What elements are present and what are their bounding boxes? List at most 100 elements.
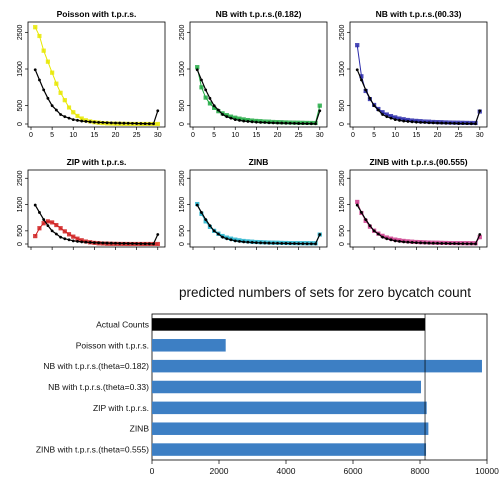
data-point bbox=[360, 211, 363, 214]
data-point bbox=[267, 241, 271, 245]
bar-category-label: NB with t.p.r.s.(theta=0.33) bbox=[48, 382, 149, 392]
data-point bbox=[259, 241, 263, 245]
data-point bbox=[105, 121, 109, 125]
data-point bbox=[66, 105, 72, 110]
data-point bbox=[393, 239, 397, 243]
data-point bbox=[84, 240, 88, 244]
data-point bbox=[212, 229, 216, 233]
data-point bbox=[271, 241, 275, 245]
data-point bbox=[50, 220, 55, 225]
y-tick-label: 2500 bbox=[179, 170, 186, 186]
x-tick-label: 6000 bbox=[344, 466, 363, 476]
data-point bbox=[444, 242, 448, 245]
data-point bbox=[293, 242, 296, 245]
data-point bbox=[225, 237, 229, 241]
data-point bbox=[233, 118, 237, 121]
x-tick-label: 0 bbox=[29, 132, 33, 139]
x-tick-label: 2000 bbox=[210, 466, 229, 476]
data-point bbox=[423, 121, 427, 124]
data-point bbox=[305, 242, 309, 246]
y-tick-label: 500 bbox=[179, 225, 186, 237]
data-point bbox=[440, 121, 444, 125]
y-tick-label: 2500 bbox=[17, 24, 24, 40]
data-point bbox=[364, 218, 368, 221]
data-point bbox=[208, 224, 212, 227]
data-point bbox=[33, 68, 37, 72]
data-point bbox=[355, 43, 360, 48]
data-point bbox=[238, 239, 241, 243]
data-point bbox=[360, 78, 363, 82]
data-point bbox=[147, 122, 151, 126]
data-point bbox=[143, 242, 147, 246]
x-tick-label: 30 bbox=[316, 132, 324, 139]
bar bbox=[152, 443, 427, 456]
data-point bbox=[406, 120, 410, 123]
line-panel-4: ZIP with t.p.r.s. 0 500 1500 2500 bbox=[17, 157, 166, 250]
data-point bbox=[118, 121, 122, 125]
data-point bbox=[402, 119, 406, 123]
y-tick-label: 0 bbox=[17, 122, 24, 126]
data-point bbox=[225, 115, 229, 119]
bar bbox=[152, 401, 427, 415]
panel-frame bbox=[189, 169, 328, 248]
x-tick-label: 30 bbox=[154, 132, 162, 139]
data-point bbox=[97, 241, 101, 245]
y-tick-label: 500 bbox=[179, 100, 186, 112]
data-point bbox=[54, 223, 59, 228]
data-point bbox=[62, 229, 67, 234]
data-point bbox=[41, 48, 46, 53]
data-point bbox=[423, 241, 427, 245]
data-point bbox=[368, 96, 372, 100]
data-point bbox=[254, 241, 258, 245]
data-point bbox=[263, 121, 267, 124]
y-tick-label: 500 bbox=[339, 225, 346, 237]
data-point bbox=[457, 122, 461, 125]
data-point bbox=[88, 120, 92, 124]
y-tick-label: 2500 bbox=[179, 24, 186, 40]
data-point bbox=[318, 233, 322, 236]
data-point bbox=[54, 81, 59, 86]
data-point bbox=[135, 242, 139, 246]
data-point bbox=[66, 232, 72, 237]
data-point bbox=[156, 233, 160, 236]
x-tick-label: 0 bbox=[191, 132, 195, 139]
data-point bbox=[147, 242, 151, 246]
panel-frame bbox=[349, 169, 488, 248]
data-point bbox=[233, 239, 237, 243]
data-point bbox=[284, 121, 288, 125]
data-point bbox=[478, 233, 482, 236]
data-point bbox=[114, 121, 117, 125]
data-point bbox=[50, 104, 54, 108]
y-tick-label: 1500 bbox=[179, 61, 186, 77]
data-point bbox=[301, 122, 305, 125]
data-point bbox=[246, 120, 250, 123]
data-point bbox=[37, 226, 42, 231]
data-point bbox=[101, 121, 105, 124]
x-tick-label: 4000 bbox=[277, 466, 296, 476]
y-tick-label: 2500 bbox=[339, 24, 346, 40]
x-tick-label: 20 bbox=[274, 132, 282, 139]
data-point bbox=[267, 121, 271, 125]
data-point bbox=[250, 241, 254, 244]
data-point bbox=[62, 98, 67, 103]
data-point bbox=[469, 242, 473, 246]
data-point bbox=[297, 122, 301, 125]
data-point bbox=[474, 242, 477, 246]
data-point bbox=[259, 120, 263, 124]
data-point bbox=[122, 121, 126, 125]
series-line bbox=[356, 201, 481, 244]
data-point bbox=[126, 121, 130, 125]
data-point bbox=[297, 242, 301, 246]
data-point bbox=[305, 122, 309, 126]
data-point bbox=[465, 122, 469, 126]
data-point bbox=[37, 33, 42, 39]
data-point bbox=[200, 211, 203, 214]
x-tick-label: 25 bbox=[295, 132, 303, 139]
x-tick-label: 5 bbox=[212, 132, 216, 139]
data-point bbox=[109, 241, 113, 245]
series-line bbox=[196, 204, 321, 245]
data-point bbox=[76, 118, 79, 122]
panel-frame bbox=[27, 169, 166, 248]
data-point bbox=[203, 95, 208, 100]
